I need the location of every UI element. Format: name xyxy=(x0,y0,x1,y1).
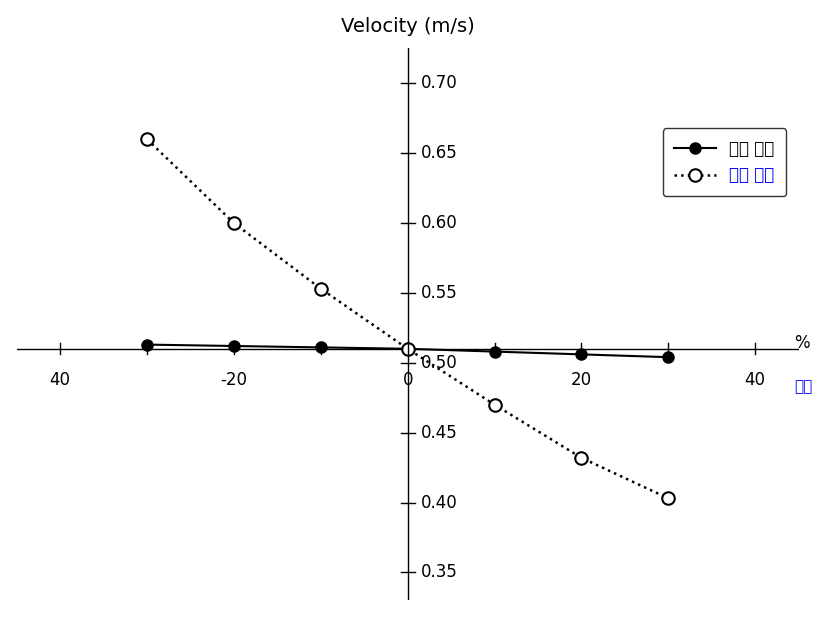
Text: 0.40: 0.40 xyxy=(421,494,457,511)
Text: 0.60: 0.60 xyxy=(421,214,457,232)
Text: 0.70: 0.70 xyxy=(421,74,457,93)
Text: 0: 0 xyxy=(403,371,413,389)
Text: 0.55: 0.55 xyxy=(421,284,457,302)
Legend: 연도 대화, 점도 대화: 연도 대화, 점도 대화 xyxy=(663,128,786,196)
Text: 0.50: 0.50 xyxy=(421,354,457,372)
Title: Velocity (m/s): Velocity (m/s) xyxy=(341,17,475,36)
Text: %: % xyxy=(794,334,810,352)
Text: 0.35: 0.35 xyxy=(421,563,457,581)
Text: 대화: 대화 xyxy=(794,379,813,394)
Text: 40: 40 xyxy=(50,371,71,389)
Text: 40: 40 xyxy=(745,371,766,389)
Text: 0.45: 0.45 xyxy=(421,424,457,442)
Text: 0.65: 0.65 xyxy=(421,144,457,162)
Text: 20: 20 xyxy=(571,371,592,389)
Text: -20: -20 xyxy=(221,371,247,389)
